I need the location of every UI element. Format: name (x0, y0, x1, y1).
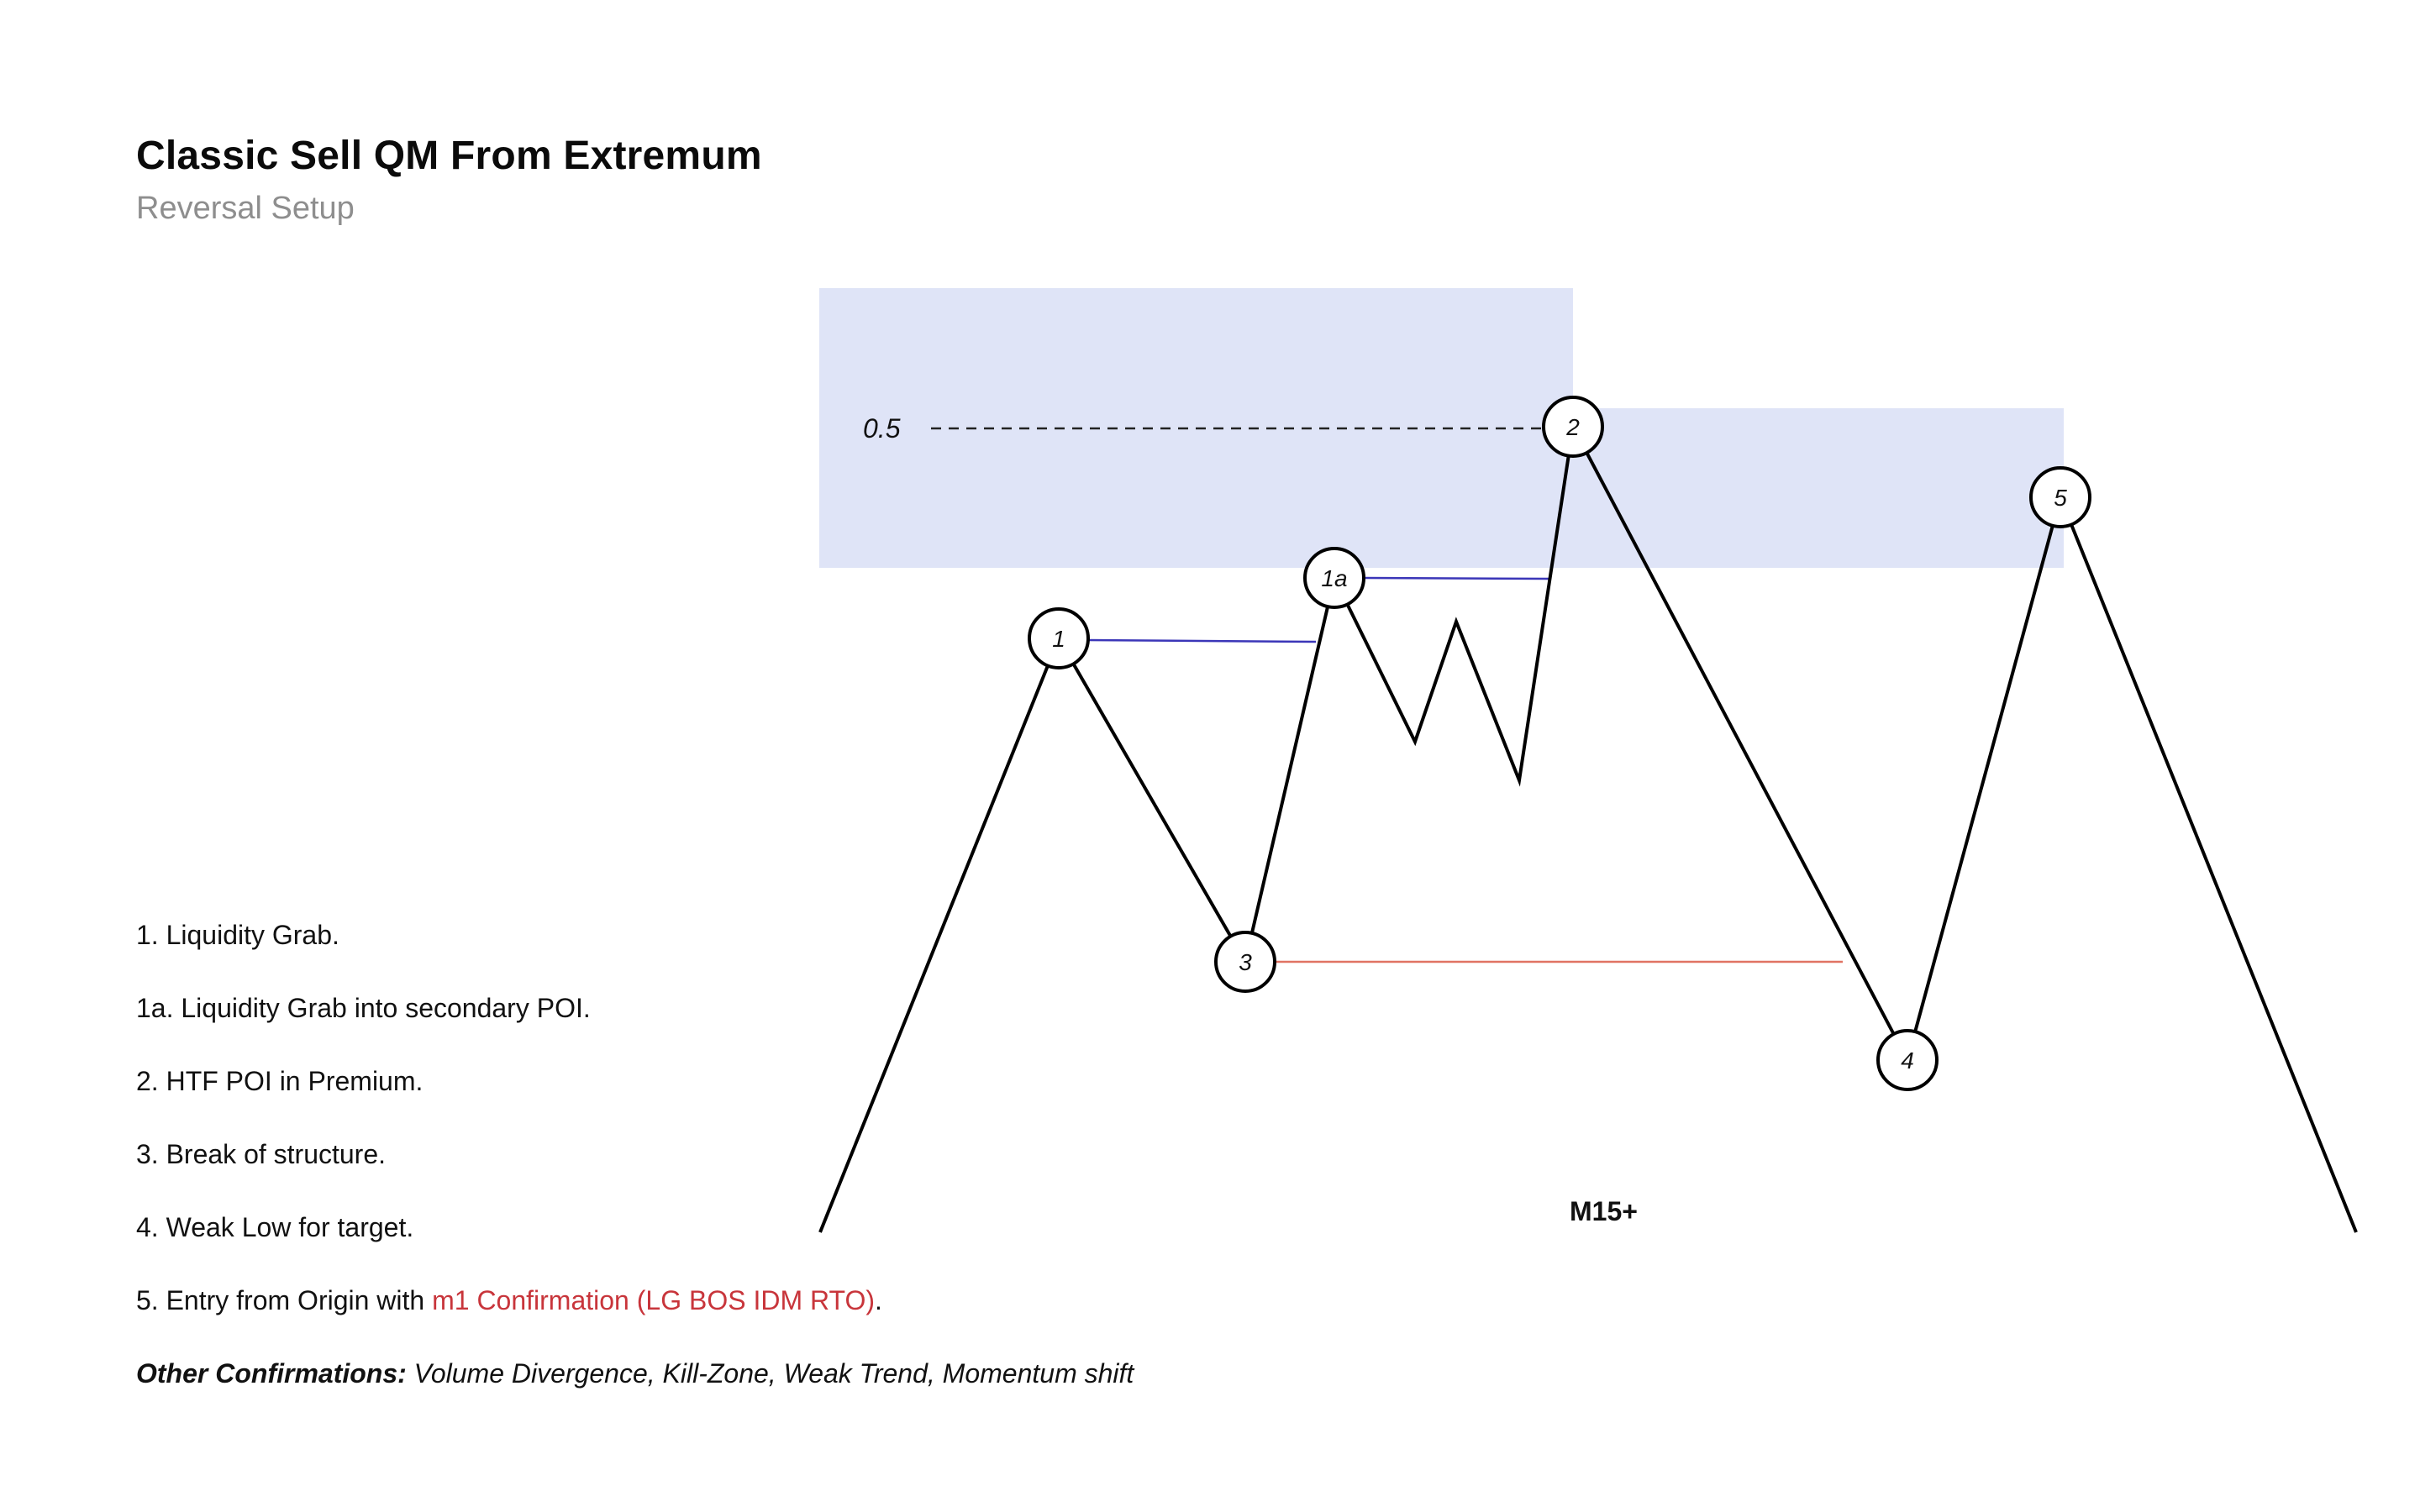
node-4: 4 (1876, 1029, 1939, 1091)
header: Classic Sell QM From Extremum Reversal S… (136, 133, 762, 227)
fib-level-label: 0.5 (863, 413, 901, 444)
price-path (818, 421, 2358, 1233)
node-3-label: 3 (1239, 949, 1252, 975)
origin-zone (1573, 408, 2064, 568)
page-subtitle: Reversal Setup (136, 191, 355, 226)
node-5: 5 (2029, 466, 2091, 528)
note-2: 2. HTF POI in Premium. (136, 1066, 424, 1096)
note-5-confirmation: m1 Confirmation (LG BOS IDM RTO) (432, 1285, 876, 1315)
other-confirmations-text: Volume Divergence, Kill-Zone, Weak Trend… (406, 1358, 1134, 1389)
liquidity-line-1a (1364, 576, 1551, 580)
node-1: 1 (1028, 607, 1090, 669)
node-1a-label: 1a (1321, 565, 1347, 591)
other-confirmations-label: Other Confirmations: (136, 1358, 407, 1389)
note-5: 5. Entry from Origin with m1 Confirmatio… (136, 1284, 1134, 1357)
setup-notes: 1. Liquidity Grab. 1a. Liquidity Grab in… (136, 918, 1134, 1390)
note-5-prefix: 5. Entry from Origin with (136, 1285, 433, 1315)
node-1a: 1a (1303, 547, 1365, 609)
node-3: 3 (1214, 931, 1276, 993)
note-5-suffix: . (875, 1285, 882, 1315)
node-2-label: 2 (1565, 414, 1580, 440)
node-2: 2 (1542, 396, 1604, 458)
node-4-label: 4 (1901, 1047, 1914, 1074)
liquidity-line-1 (1085, 638, 1317, 643)
note-4: 4. Weak Low for target. (136, 1212, 414, 1242)
other-confirmations: Other Confirmations: Volume Divergence, … (136, 1357, 1134, 1390)
page-title: Classic Sell QM From Extremum (136, 134, 762, 178)
timeframe-label: M15+ (1570, 1196, 1638, 1226)
node-1-label: 1 (1052, 626, 1065, 652)
note-1: 1. Liquidity Grab. (136, 920, 339, 950)
note-3: 3. Break of structure. (136, 1139, 387, 1169)
node-5-label: 5 (2054, 485, 2067, 511)
note-1a: 1a. Liquidity Grab into secondary POI. (136, 993, 591, 1023)
